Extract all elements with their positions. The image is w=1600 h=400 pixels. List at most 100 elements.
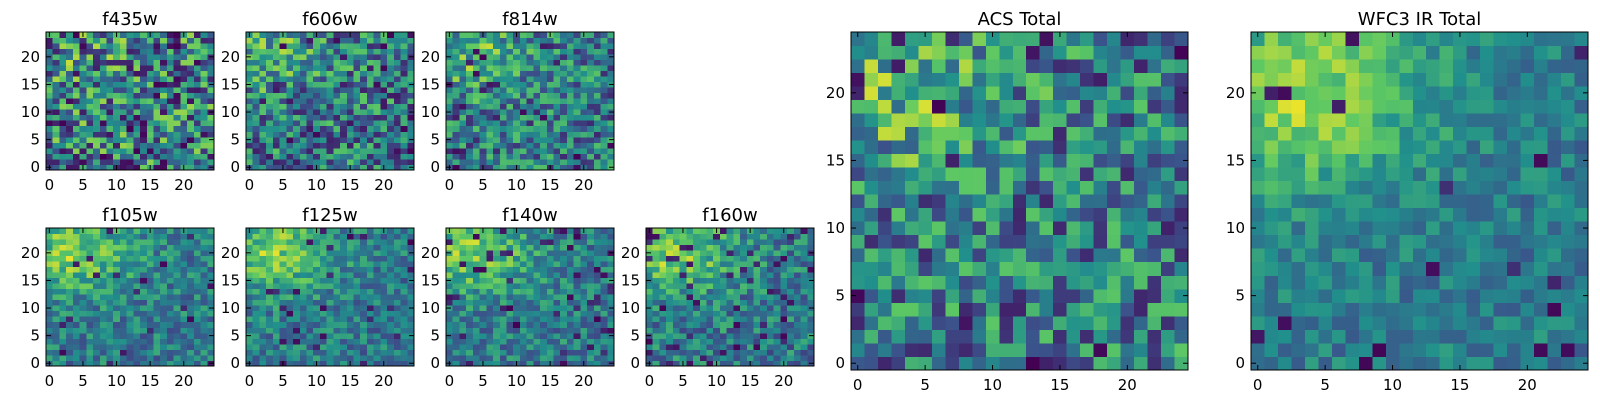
heatmap-cell: [793, 299, 801, 306]
heatmap-cell: [918, 207, 933, 222]
heatmap-cell: [119, 360, 128, 367]
heatmap-cell: [387, 321, 395, 328]
heatmap-cell: [126, 59, 134, 66]
heatmap-cell: [286, 147, 294, 154]
heatmap-cell: [499, 349, 507, 356]
heatmap-cell: [306, 147, 314, 154]
heatmap-cell: [279, 158, 287, 165]
heatmap-cell: [546, 37, 554, 44]
heatmap-cell: [446, 266, 454, 273]
heatmap-cell: [113, 125, 121, 132]
heatmap-cell: [160, 277, 168, 284]
heatmap-cell: [499, 244, 507, 251]
heatmap-cell: [407, 321, 415, 328]
heatmap-cell: [299, 332, 307, 339]
heatmap-cell: [753, 244, 761, 251]
heatmap-cell: [587, 109, 595, 116]
heatmap-cell: [126, 305, 134, 312]
heatmap-cell: [133, 125, 141, 132]
heatmap-cell: [446, 327, 454, 334]
heatmap-cell: [400, 244, 408, 251]
heatmap-cell: [666, 299, 674, 306]
heatmap-cell: [180, 37, 188, 44]
heatmap-cell: [519, 228, 528, 234]
heatmap-cell: [466, 316, 474, 323]
heatmap-cell: [807, 310, 815, 317]
heatmap-cell: [672, 288, 680, 295]
heatmap-cell: [66, 305, 74, 312]
heatmap-cell: [279, 343, 287, 350]
heatmap-cell: [259, 321, 267, 328]
heatmap-cell: [207, 255, 215, 262]
heatmap-cell: [99, 147, 107, 154]
heatmap-cell: [99, 327, 107, 334]
heatmap-cell: [472, 98, 480, 105]
heatmap-cell: [452, 354, 460, 361]
heatmap-cell: [486, 120, 494, 127]
heatmap-cell: [333, 228, 341, 234]
heatmap-cell: [1161, 315, 1175, 330]
heatmap-cell: [553, 283, 561, 290]
heatmap-cell: [533, 131, 541, 138]
heatmap-cell: [106, 233, 114, 240]
heatmap-cell: [526, 316, 534, 323]
heatmap-cell: [266, 87, 274, 94]
heatmap-cell: [607, 283, 615, 290]
heatmap-cell: [72, 288, 80, 295]
heatmap-cell: [566, 76, 575, 83]
heatmap-cell: [246, 272, 254, 279]
heatmap-cell: [366, 81, 375, 88]
heatmap-cell: [760, 239, 768, 245]
heatmap-cell: [807, 294, 815, 301]
heatmap-cell: [686, 332, 694, 339]
heatmap-cell: [553, 59, 561, 66]
heatmap-cell: [299, 48, 307, 55]
heatmap-cell: [166, 114, 175, 121]
heatmap-cell: [452, 321, 460, 328]
heatmap-cell: [1039, 288, 1054, 303]
heatmap-cell: [587, 142, 595, 149]
heatmap-cell: [353, 87, 361, 94]
heatmap-cell: [46, 255, 54, 262]
heatmap-cell: [200, 310, 208, 317]
heatmap-cell: [393, 120, 401, 127]
heatmap-cell: [387, 158, 395, 165]
heatmap-cell: [393, 103, 401, 110]
heatmap-cell: [393, 354, 401, 361]
heatmap-cell: [200, 92, 208, 99]
heatmap-cell: [573, 142, 581, 149]
heatmap-cell: [479, 294, 487, 301]
heatmap-cell: [52, 327, 60, 334]
heatmap-cell: [346, 109, 354, 116]
heatmap-cell: [306, 103, 314, 110]
heatmap-cell: [286, 81, 294, 88]
heatmap-cell: [600, 76, 608, 83]
heatmap-cell: [52, 81, 60, 88]
heatmap-cell: [166, 147, 175, 154]
heatmap-cell: [133, 87, 141, 94]
heatmap-cell: [573, 266, 581, 273]
heatmap-cell: [373, 114, 381, 121]
heatmap-cell: [153, 164, 161, 171]
heatmap-cell: [393, 87, 401, 94]
heatmap-cell: [340, 283, 348, 290]
heatmap-cell: [46, 321, 54, 328]
heatmap-cell: [207, 321, 215, 328]
heatmap-cell: [566, 299, 575, 306]
heatmap-cell: [299, 233, 307, 240]
heatmap-cell: [52, 131, 60, 138]
heatmap-cell: [666, 228, 674, 234]
heatmap-cell: [999, 207, 1014, 222]
heatmap-cell: [459, 32, 467, 38]
heatmap-cell: [72, 228, 80, 234]
heatmap-cell: [93, 360, 101, 367]
y-tick-label: 15: [21, 271, 40, 289]
heatmap-cell: [319, 98, 328, 105]
heatmap-cell: [299, 321, 307, 328]
heatmap-cell: [279, 283, 287, 290]
heatmap-cell: [452, 316, 460, 323]
heatmap-cell: [877, 315, 892, 330]
heatmap-cell: [306, 98, 314, 105]
heatmap-cell: [252, 239, 260, 245]
heatmap-cell: [279, 59, 287, 66]
